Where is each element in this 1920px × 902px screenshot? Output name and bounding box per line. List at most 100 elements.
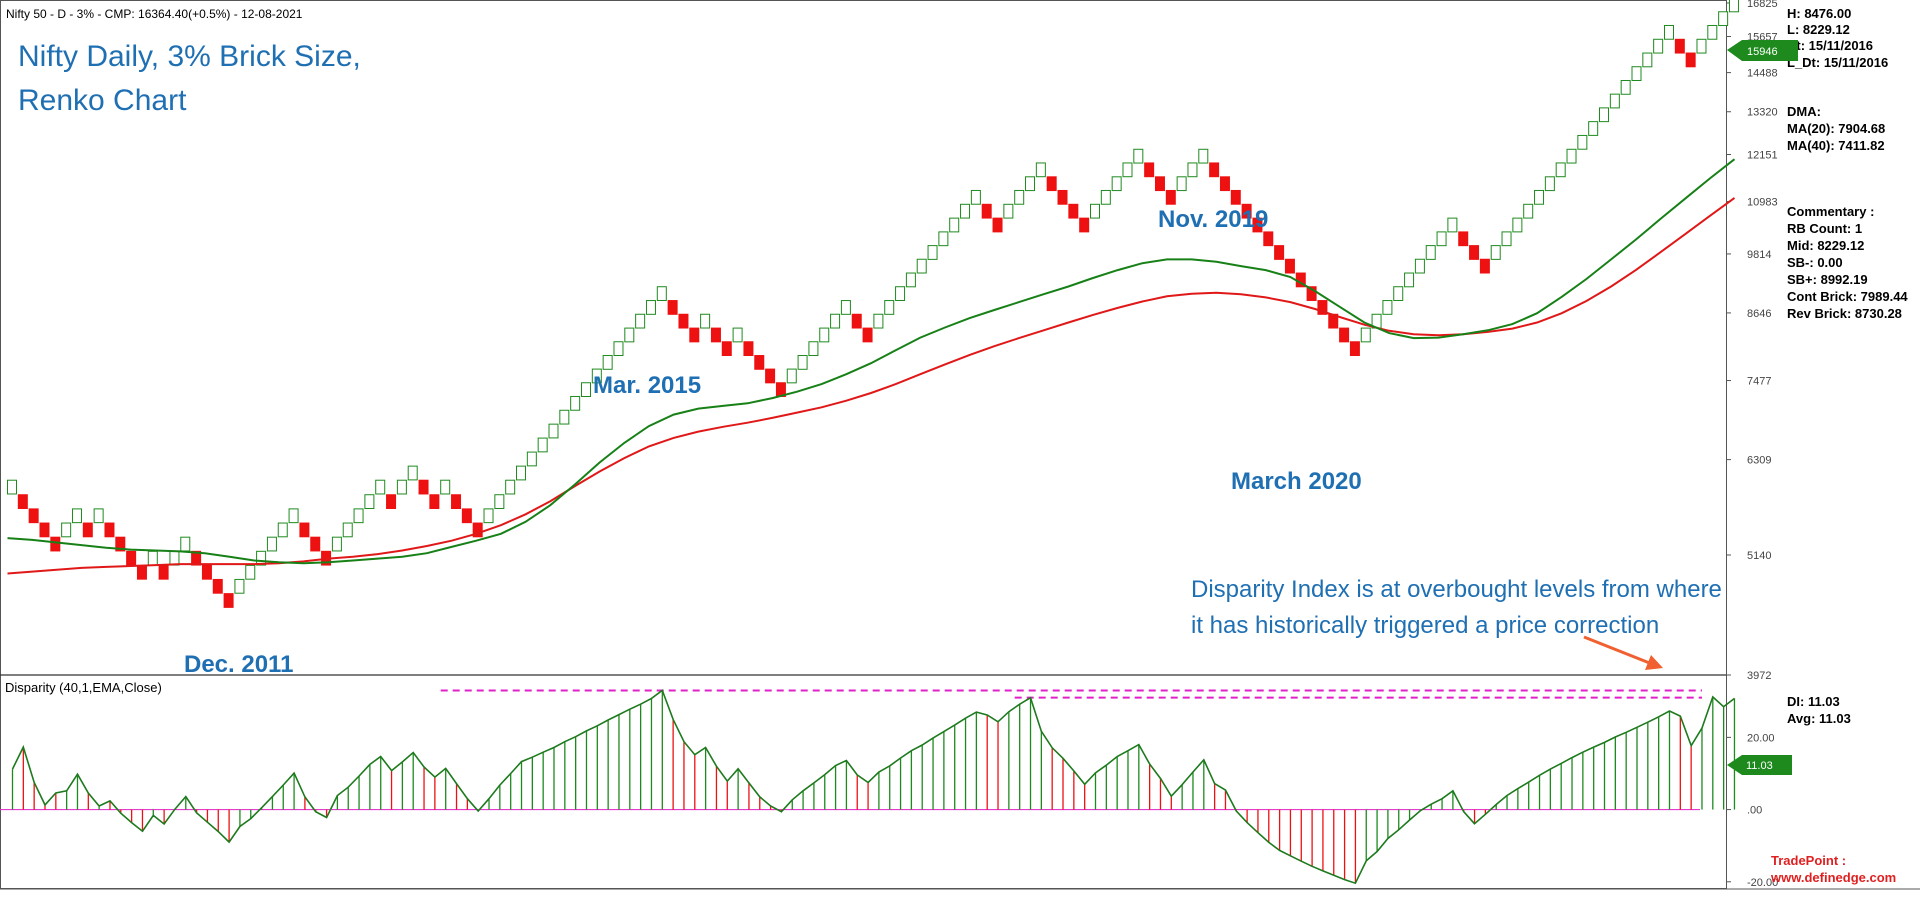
renko-brick-up bbox=[288, 508, 299, 524]
annotation-march-2020: March 2020 bbox=[1231, 468, 1362, 495]
annotation-dec-2011: Dec. 2011 bbox=[184, 651, 293, 678]
renko-brick-down bbox=[1219, 176, 1230, 192]
renko-brick-up bbox=[1566, 148, 1577, 164]
di-marker-badge bbox=[1727, 755, 1792, 775]
renko-brick-down bbox=[689, 327, 700, 343]
renko-brick-down bbox=[418, 479, 429, 495]
renko-brick-up bbox=[396, 479, 407, 495]
price-tick-label: 3972 bbox=[1747, 670, 1771, 682]
renko-brick-down bbox=[1144, 162, 1155, 178]
info-sb-plus: SB+: 8992.19 bbox=[1787, 272, 1868, 287]
renko-brick-down bbox=[1230, 189, 1241, 205]
renko-brick-up bbox=[1393, 286, 1404, 301]
renko-brick-up bbox=[656, 286, 667, 301]
price-marker-label: 15946 bbox=[1747, 46, 1778, 58]
price-tick-label: 10983 bbox=[1747, 197, 1778, 209]
price-tick-label: 9814 bbox=[1747, 249, 1771, 261]
renko-brick-up bbox=[645, 300, 656, 315]
info-high: H: 8476.00 bbox=[1787, 6, 1851, 21]
renko-brick-down bbox=[126, 550, 137, 566]
renko-brick-up bbox=[483, 508, 494, 524]
renko-brick-down bbox=[667, 300, 678, 315]
renko-brick-down bbox=[28, 508, 39, 524]
renko-brick-up bbox=[440, 479, 451, 495]
renko-brick-down bbox=[1252, 217, 1263, 233]
chart-title-line-2: Renko Chart bbox=[18, 84, 187, 117]
renko-brick-down bbox=[451, 494, 462, 509]
price-tick-label: 13320 bbox=[1747, 107, 1778, 119]
renko-brick-up bbox=[1100, 189, 1111, 205]
renko-brick-up bbox=[786, 368, 797, 384]
renko-brick-up bbox=[1718, 11, 1729, 27]
footer-url: www.definedge.com bbox=[1770, 870, 1896, 885]
renko-brick-up bbox=[1512, 217, 1523, 233]
renko-brick-up bbox=[1577, 134, 1588, 150]
renko-brick-up bbox=[1620, 79, 1631, 95]
renko-brick-down bbox=[1339, 327, 1350, 343]
renko-brick-up bbox=[873, 313, 884, 329]
renko-brick-up bbox=[732, 327, 743, 343]
info-dma-label: DMA: bbox=[1787, 104, 1821, 119]
info-avg: Avg: 11.03 bbox=[1787, 711, 1851, 726]
info-date: Dt: 15/11/2016 bbox=[1787, 38, 1873, 53]
renko-brick-down bbox=[1209, 162, 1220, 178]
renko-brick-up bbox=[1003, 203, 1014, 219]
info-sb-minus: SB-: 0.00 bbox=[1787, 255, 1843, 270]
renko-brick-down bbox=[461, 508, 472, 524]
renko-brick-up bbox=[895, 286, 906, 301]
renko-brick-up bbox=[1631, 66, 1642, 81]
renko-brick-down bbox=[1274, 245, 1285, 260]
renko-brick-up bbox=[1014, 189, 1025, 205]
renko-brick-down bbox=[310, 536, 321, 552]
renko-brick-down bbox=[1685, 52, 1696, 68]
annotation-nov-2019: Nov. 2019 bbox=[1158, 206, 1268, 233]
renko-brick-up bbox=[548, 423, 559, 439]
info-rb-count: RB Count: 1 bbox=[1787, 221, 1862, 236]
renko-brick-up bbox=[180, 536, 191, 552]
renko-brick-down bbox=[386, 494, 397, 509]
disparity-arrow-head bbox=[1645, 655, 1663, 670]
chart-frame bbox=[0, 0, 1727, 889]
renko-brick-down bbox=[1263, 231, 1274, 247]
renko-brick-down bbox=[851, 313, 862, 329]
renko-brick-down bbox=[158, 564, 169, 580]
renko-brick-up bbox=[840, 300, 851, 315]
renko-brick-down bbox=[136, 564, 147, 580]
info-ma40: MA(40): 7411.82 bbox=[1787, 138, 1885, 153]
renko-brick-down bbox=[678, 313, 689, 329]
renko-brick-up bbox=[1663, 24, 1674, 40]
renko-brick-down bbox=[299, 522, 310, 538]
renko-brick-up bbox=[624, 327, 635, 343]
renko-brick-down bbox=[721, 341, 732, 357]
renko-brick-up bbox=[331, 536, 342, 552]
disparity-note-line-2: it has historically triggered a price co… bbox=[1191, 612, 1659, 639]
renko-brick-down bbox=[1241, 203, 1252, 219]
renko-brick-up bbox=[1176, 176, 1187, 192]
renko-brick-up bbox=[1447, 217, 1458, 233]
price-tick-label: 7477 bbox=[1747, 376, 1771, 388]
renko-brick-up bbox=[407, 465, 418, 481]
renko-brick-down bbox=[1154, 176, 1165, 192]
renko-brick-up bbox=[1111, 176, 1122, 192]
info-commentary: Commentary : bbox=[1787, 204, 1874, 219]
renko-brick-up bbox=[342, 522, 353, 538]
renko-brick-down bbox=[710, 327, 721, 343]
renko-brick-up bbox=[1588, 121, 1599, 136]
chart-header: Nifty 50 - D - 3% - CMP: 16364.40(+0.5%)… bbox=[6, 7, 303, 21]
renko-brick-up bbox=[1653, 38, 1664, 54]
renko-brick-down bbox=[1317, 300, 1328, 315]
renko-brick-down bbox=[765, 368, 776, 384]
renko-brick-up bbox=[797, 355, 808, 370]
renko-brick-up bbox=[949, 217, 960, 233]
renko-brick-up bbox=[537, 437, 548, 453]
renko-brick-up bbox=[927, 245, 938, 260]
renko-brick-up bbox=[1198, 148, 1209, 164]
renko-brick-up bbox=[494, 494, 505, 509]
renko-brick-up bbox=[1534, 189, 1545, 205]
renko-brick-down bbox=[1479, 258, 1490, 274]
renko-brick-up bbox=[93, 508, 104, 524]
renko-brick-up bbox=[71, 508, 82, 524]
renko-brick-up bbox=[1707, 24, 1718, 40]
renko-brick-down bbox=[1458, 231, 1469, 247]
